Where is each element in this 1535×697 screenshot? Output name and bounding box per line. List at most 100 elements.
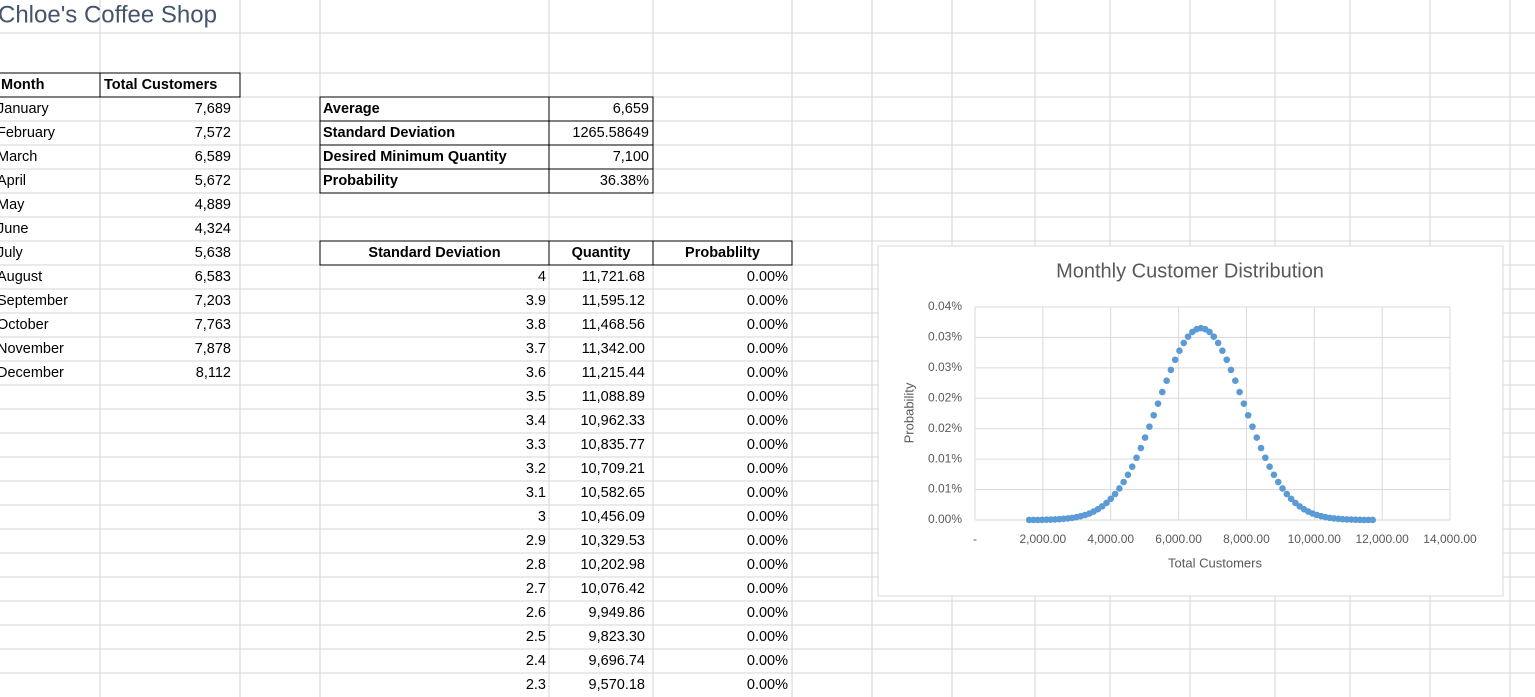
data-point [1283,490,1291,498]
distribution-cell: 3.6 [526,365,546,381]
customers-cell: 7,689 [195,101,231,117]
distribution-cell: 11,595.12 [582,293,645,309]
distribution-cell: 10,835.77 [580,437,645,453]
distribution-cell: 0.00% [747,269,788,285]
distribution-cell: 2.4 [526,653,546,669]
distribution-cell: 0.00% [747,437,788,453]
distribution-cell: 10,202.98 [580,557,645,573]
data-point [1180,339,1188,347]
sheet-title: Chloe's Coffee Shop [0,1,217,28]
customers-cell: 7,763 [195,317,231,333]
summary-value: 36.38% [600,173,649,189]
summary-label: Probability [323,173,398,189]
chart-title: Monthly Customer Distribution [1056,260,1324,282]
distribution-cell: 0.00% [747,653,788,669]
cell-border [652,240,793,266]
distribution-cell: 10,329.53 [580,533,645,549]
y-tick-label: 0.01% [928,482,962,496]
summary-label: Standard Deviation [323,125,455,141]
x-tick-label: 2,000.00 [1019,532,1066,546]
distribution-cell: 0.00% [747,533,788,549]
month-cell: May [0,197,25,213]
month-cell: January [0,101,49,117]
data-point [1266,463,1273,470]
summary-value: 6,659 [613,101,649,117]
distribution-cell: 2.6 [526,605,546,621]
y-tick-label: 0.01% [928,451,962,465]
distribution-cell: 11,721.68 [582,269,645,285]
distribution-cell: 10,456.09 [580,509,645,525]
customers-cell: 4,889 [195,197,231,213]
data-point [1120,478,1127,486]
summary-label: Desired Minimum Quantity [323,149,507,165]
customers-cell: 7,572 [195,125,231,141]
x-tick-label: 10,000.00 [1288,532,1342,546]
y-tick-label: 0.04% [928,299,962,313]
data-point [1231,377,1239,384]
y-tick-label: 0.03% [928,330,962,344]
distribution-cell: 3.1 [526,485,546,501]
data-point [1137,444,1145,452]
data-point [1227,366,1235,374]
customers-cell: 7,203 [195,293,231,309]
data-point [1274,478,1282,486]
distribution-cell: 0.00% [747,389,788,405]
data-point [1210,333,1218,340]
data-point [1116,485,1123,492]
distribution-cell: 2.9 [526,533,546,549]
data-point [1214,339,1222,347]
summary-value: 7,100 [613,149,649,165]
y-tick-label: 0.02% [928,390,962,404]
data-point [1253,434,1261,441]
customers-cell: 6,589 [195,149,231,165]
x-tick-label: 12,000.00 [1355,532,1409,546]
distribution-cell: 0.00% [747,605,788,621]
data-point [1146,423,1153,430]
data-point [1141,434,1149,441]
data-point [1206,328,1213,336]
data-point [1124,471,1132,479]
data-point [1128,463,1136,470]
distribution-cell: 0.00% [747,581,788,597]
x-tick-label: 8,000.00 [1223,532,1270,546]
distribution-cell: 0.00% [747,413,788,429]
customers-cell: 8,112 [196,365,231,381]
distribution-cell: 11,215.44 [582,365,645,381]
y-tick-label: 0.00% [928,512,962,526]
data-point [1103,499,1110,507]
cell-border [99,72,241,98]
distribution-cell: 3.2 [526,461,546,477]
distribution-cell: 3 [538,509,546,525]
x-axis-title: Total Customers [1168,555,1262,570]
data-point [1244,411,1252,419]
customers-cell: 5,638 [195,245,231,261]
distribution-cell: 9,696.74 [589,653,645,669]
distribution-cell: 2.5 [526,629,546,645]
y-axis-title: Probability [901,382,916,443]
month-cell: August [0,269,42,285]
data-point [1158,388,1166,396]
x-tick-label: 14,000.00 [1423,532,1477,546]
x-tick-label: 6,000.00 [1155,532,1202,546]
table-header: Standard Deviation [368,245,500,261]
month-cell: December [0,365,64,381]
distribution-cell: 0.00% [747,509,788,525]
data-point [1171,356,1179,364]
distribution-cell: 10,582.65 [580,485,645,501]
distribution-cell: 0.00% [747,485,788,501]
distribution-cell: 2.3 [526,677,546,693]
distribution-cell: 3.9 [526,293,546,309]
customers-cell: 6,583 [195,269,231,285]
y-tick-label: 0.02% [928,421,962,435]
distribution-cell: 9,823.30 [589,629,645,645]
distribution-cell: 10,709.21 [580,461,645,477]
month-cell: September [0,293,68,309]
data-point [1133,454,1140,462]
data-point [1150,411,1158,419]
month-cell: March [0,149,37,165]
month-cell: October [0,317,49,333]
x-tick-label: 4,000.00 [1087,532,1134,546]
data-point [1287,495,1295,503]
distribution-cell: 10,962.33 [580,413,645,429]
